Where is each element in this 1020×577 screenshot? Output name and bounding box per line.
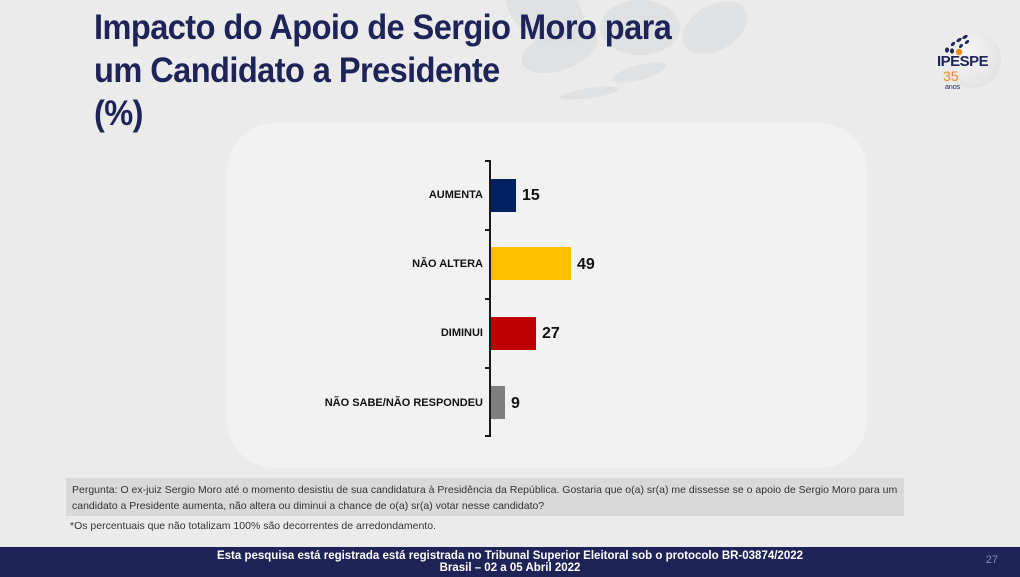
value-label-nao-sabe: 9 — [511, 395, 520, 412]
footer-registration: Esta pesquisa está registrada está regis… — [216, 550, 804, 562]
chart-panel — [227, 123, 867, 468]
category-label-diminui: DIMINUI — [440, 327, 483, 339]
value-label-nao-altera: 49 — [577, 256, 595, 273]
value-label-diminui: 27 — [542, 325, 560, 342]
logo-brand: IPESPE — [937, 53, 989, 70]
background-shape — [673, 0, 757, 65]
question-text: Pergunta: O ex-juiz Sergio Moro até o mo… — [66, 478, 904, 516]
page-title: Impacto do Apoio de Sergio Moro para um … — [94, 6, 672, 135]
bar-diminui — [491, 317, 536, 350]
value-label-aumenta: 15 — [522, 187, 540, 204]
axis-tick — [485, 160, 490, 162]
bar-nao-sabe — [491, 386, 505, 419]
category-label-nao-sabe: NÃO SABE/NÃO RESPONDEU — [324, 397, 483, 409]
axis-tick — [485, 298, 490, 300]
title-line-1: Impacto do Apoio de Sergio Moro para — [94, 8, 672, 47]
axis-tick — [485, 435, 490, 437]
logo-anos: anos — [945, 84, 961, 91]
category-label-nao-altera: NÃO ALTERA — [412, 258, 483, 270]
footer-date: Brasil – 02 a 05 Abril 2022 — [439, 562, 581, 574]
ipespe-logo: IPESPE 35 anos — [925, 28, 1005, 98]
globe-icon — [943, 30, 1001, 88]
rounding-footnote: *Os percentuais que não totalizam 100% s… — [70, 520, 436, 532]
page-number: 27 — [985, 554, 998, 566]
bar-aumenta — [491, 179, 516, 212]
y-axis — [489, 160, 491, 437]
bar-nao-altera — [491, 247, 571, 280]
axis-tick — [485, 229, 490, 231]
dots-icon — [945, 34, 970, 56]
axis-tick — [485, 367, 490, 369]
title-line-3: (%) — [94, 94, 144, 133]
category-label-aumenta: AUMENTA — [428, 189, 483, 201]
background-shape — [600, 0, 680, 55]
title-line-2: um Candidato a Presidente — [94, 51, 500, 90]
footer-bar: Esta pesquisa está registrada está regis… — [0, 547, 1020, 577]
logo-years: 35 — [943, 68, 959, 84]
